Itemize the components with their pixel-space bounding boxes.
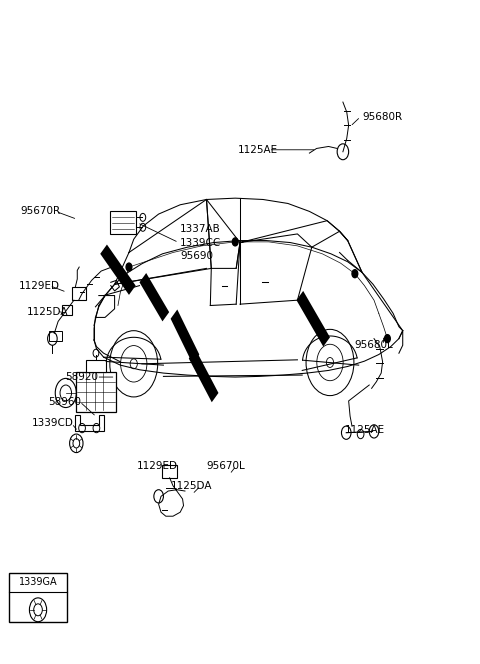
Text: 95680R: 95680R — [362, 112, 402, 122]
Bar — [62, 305, 72, 315]
Circle shape — [384, 335, 390, 343]
Polygon shape — [140, 273, 169, 321]
Polygon shape — [297, 291, 330, 347]
Text: 1337AB: 1337AB — [180, 224, 221, 234]
Bar — [110, 210, 136, 234]
Text: 1125AE: 1125AE — [238, 145, 278, 155]
Polygon shape — [75, 415, 104, 432]
Text: 1339CD: 1339CD — [32, 418, 73, 428]
Text: 95680L: 95680L — [354, 340, 393, 350]
Polygon shape — [100, 244, 136, 295]
Text: 1339CC: 1339CC — [180, 238, 221, 248]
Text: 1125DA: 1125DA — [170, 481, 212, 491]
Text: 1129ED: 1129ED — [137, 461, 178, 471]
Bar — [48, 331, 62, 341]
Text: 1129ED: 1129ED — [19, 281, 60, 291]
Text: 1339GA: 1339GA — [19, 578, 57, 588]
Bar — [86, 360, 106, 372]
Text: 1125DA: 1125DA — [27, 307, 69, 317]
Circle shape — [352, 270, 358, 278]
Circle shape — [232, 238, 238, 246]
Bar — [9, 572, 67, 622]
Bar — [162, 465, 177, 478]
Polygon shape — [189, 349, 218, 402]
Text: 95670L: 95670L — [206, 461, 245, 471]
Polygon shape — [170, 309, 199, 364]
Bar — [72, 287, 86, 300]
Text: 1125AE: 1125AE — [345, 425, 385, 435]
Text: 58920: 58920 — [65, 372, 98, 382]
Bar — [76, 372, 116, 412]
Circle shape — [126, 263, 132, 271]
Text: 95670R: 95670R — [21, 207, 61, 216]
Text: 95690: 95690 — [180, 251, 213, 261]
Text: 58960: 58960 — [48, 396, 82, 406]
